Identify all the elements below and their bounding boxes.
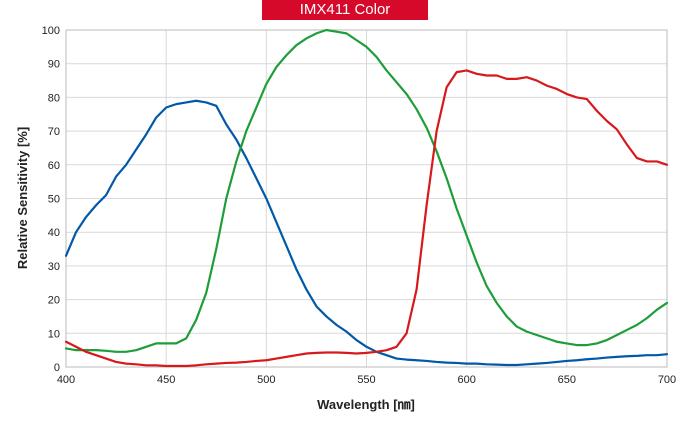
x-tick-label: 650 (558, 374, 576, 386)
y-tick-label: 30 (48, 261, 60, 273)
y-tick-label: 20 (48, 295, 60, 307)
y-tick-label: 40 (48, 227, 60, 239)
y-tick-label: 80 (48, 92, 60, 104)
series-group (64, 28, 669, 368)
plot-border (65, 29, 668, 368)
x-tick-label: 700 (658, 374, 676, 386)
x-tick-label: 450 (157, 374, 175, 386)
x-tick-labels: 400 450 500 550 600 650 700 (57, 374, 676, 386)
x-tick-label: 400 (57, 374, 75, 386)
chart-title: IMX411 Color (262, 0, 428, 20)
y-tick-label: 0 (54, 362, 60, 374)
y-tick-label: 90 (48, 59, 60, 71)
y-tick-label: 50 (48, 194, 60, 206)
y-tick-label: 100 (42, 25, 60, 37)
series-line-2 (64, 69, 669, 368)
y-axis-title: Relative Sensitivity [%] (15, 127, 30, 269)
x-tick-label: 600 (457, 374, 475, 386)
series-line-0 (64, 99, 669, 367)
x-tick-label: 550 (357, 374, 375, 386)
x-tick-label: 500 (257, 374, 275, 386)
y-tick-label: 60 (48, 160, 60, 172)
y-tick-label: 10 (48, 328, 60, 340)
y-tick-labels: 0 10 20 30 40 50 60 70 80 90 100 (42, 25, 60, 374)
y-tick-label: 70 (48, 126, 60, 138)
x-axis-title: Wavelength [㎚] (317, 397, 415, 412)
series-line-1 (64, 28, 669, 353)
